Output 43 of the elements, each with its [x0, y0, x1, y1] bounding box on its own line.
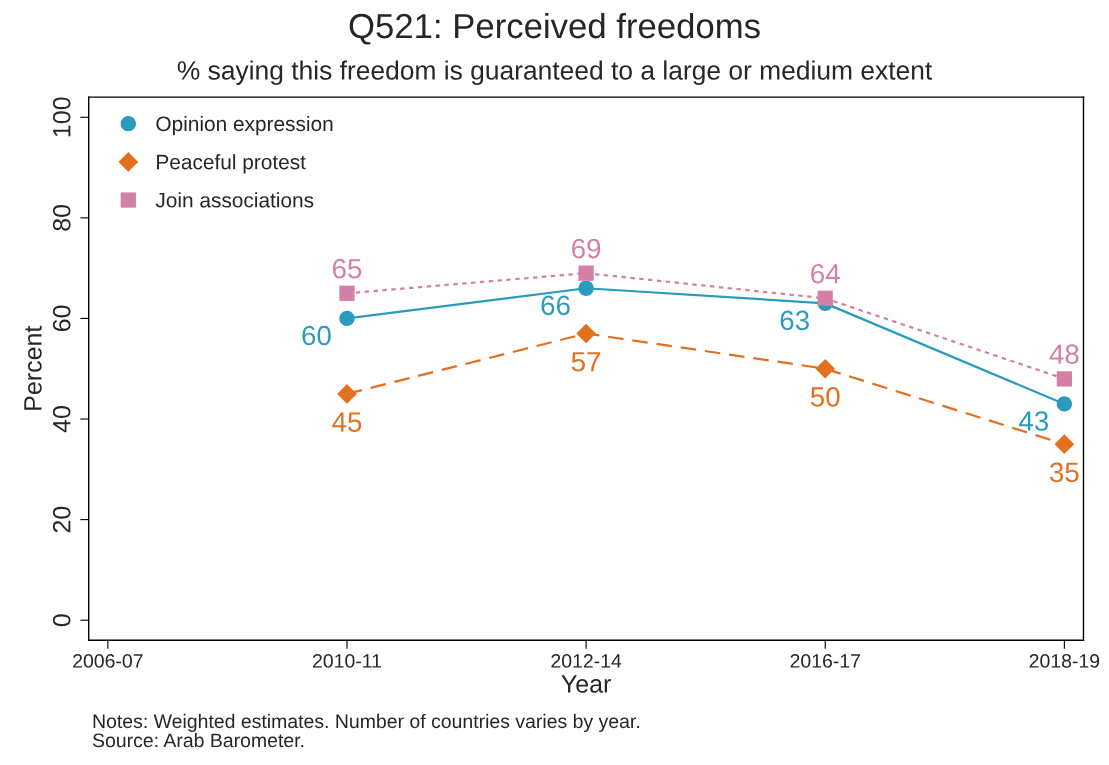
x-tick-label: 2012-14 — [551, 654, 622, 668]
text: Notes: Weighted estimates. Number of countries varies by year. — [93, 713, 639, 732]
data-label: 65 — [332, 258, 362, 279]
chart-title: Q521: Perceived freedoms — [349, 12, 760, 45]
y-tick-label: 100 — [52, 97, 71, 137]
data-label: 57 — [571, 352, 601, 372]
point — [339, 310, 355, 327]
chart-subtitle: % saying this freedom is guaranteed to a large or medium extent — [177, 60, 933, 85]
data-label: 66 — [541, 295, 570, 316]
data-label: 48 — [1049, 344, 1079, 365]
data-label: 64 — [811, 263, 840, 284]
point — [578, 280, 594, 296]
point — [817, 290, 833, 306]
data-label: 43 — [1019, 411, 1049, 431]
point — [1054, 434, 1075, 454]
x-tick-label: 2010-11 — [313, 654, 381, 668]
data-label: 60 — [302, 325, 331, 346]
x-tick-label: 2018-19 — [1029, 654, 1100, 668]
source-note: Source: Arab Barometer. — [92, 732, 304, 748]
y-axis-title: Percent — [24, 325, 42, 410]
data-label: 45 — [332, 412, 362, 432]
y-tick-label: 0 — [52, 614, 71, 627]
point — [1056, 371, 1072, 387]
data-label: 63 — [780, 310, 809, 331]
data-label: 69 — [572, 238, 601, 259]
point — [576, 323, 596, 344]
legend-label: Join associations — [155, 192, 314, 208]
y-tick-label: 80 — [52, 204, 71, 231]
y-tick-label: 40 — [52, 406, 71, 433]
data-label: 35 — [1049, 462, 1079, 483]
point — [1056, 396, 1072, 412]
point — [578, 265, 594, 281]
x-axis-title: Year — [561, 675, 611, 693]
data-label: 50 — [810, 387, 840, 407]
legend-label: Opinion expression — [156, 115, 333, 136]
legend-label: Peaceful protest — [157, 154, 306, 174]
y-tick-label: 60 — [52, 305, 71, 332]
point — [815, 358, 836, 379]
point — [337, 384, 357, 404]
x-tick-label: 2006-07 — [73, 654, 143, 668]
point — [339, 285, 355, 301]
x-tick-label: 2016-17 — [790, 654, 860, 668]
y-tick-label: 20 — [52, 506, 71, 533]
